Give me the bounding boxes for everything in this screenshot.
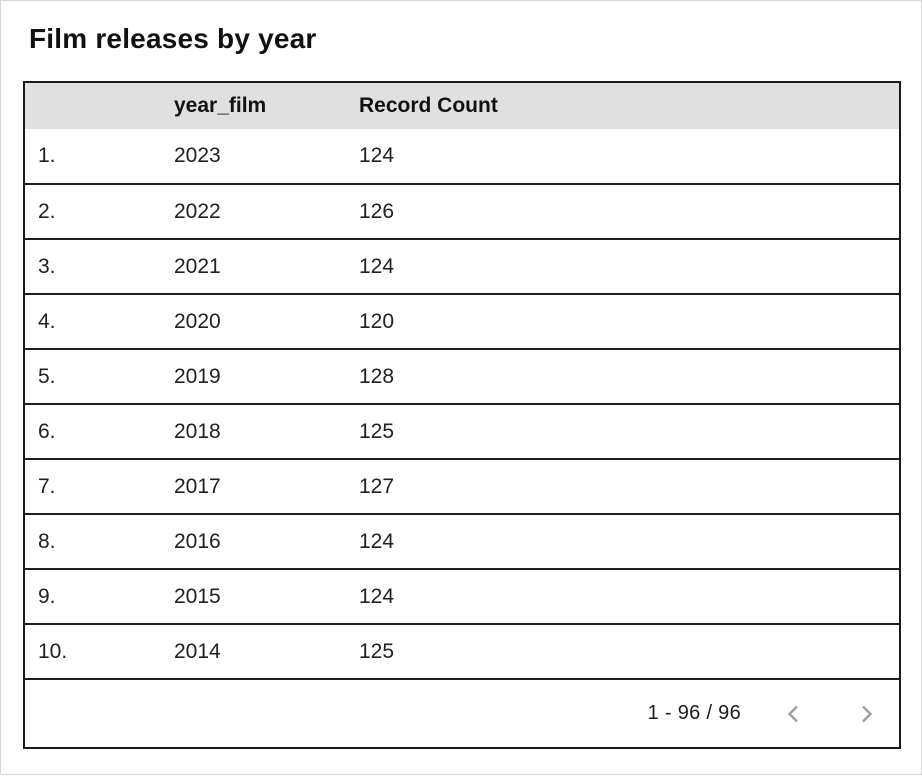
year-film-cell: 2015 [161,569,346,625]
table-row[interactable]: 6. 2018 125 [25,404,899,460]
year-film-cell: 2020 [161,294,346,350]
pagination-next-button[interactable] [853,701,879,727]
year-film-cell: 2017 [161,459,346,515]
column-header-year-film[interactable]: year_film [161,83,346,129]
row-index-cell: 1. [25,129,161,185]
data-table: year_film Record Count 1. 2023 124 2. 2022 12… [25,83,899,680]
row-index-cell: 2. [25,184,161,240]
year-film-cell: 2021 [161,239,346,295]
year-film-cell: 2019 [161,349,346,405]
table-row[interactable]: 4. 2020 120 [25,294,899,350]
pagination-bar: 1 - 96 / 96 [25,680,899,747]
table-header-row: year_film Record Count [25,83,899,129]
record-count-cell: 124 [346,239,899,295]
table-row[interactable]: 3. 2021 124 [25,239,899,295]
column-header-record-count[interactable]: Record Count [346,83,899,129]
row-index-cell: 9. [25,569,161,625]
row-index-cell: 7. [25,459,161,515]
row-index-cell: 3. [25,239,161,295]
row-index-cell: 8. [25,514,161,570]
table-row[interactable]: 1. 2023 124 [25,129,899,185]
table-row[interactable]: 2. 2022 126 [25,184,899,240]
record-count-cell: 128 [346,349,899,405]
table-row[interactable]: 10. 2014 125 [25,624,899,680]
chevron-left-icon [782,702,806,726]
pagination-prev-button[interactable] [781,701,807,727]
record-count-cell: 126 [346,184,899,240]
year-film-cell: 2014 [161,624,346,680]
table-row[interactable]: 8. 2016 124 [25,514,899,570]
year-film-cell: 2016 [161,514,346,570]
year-film-cell: 2023 [161,129,346,185]
record-count-cell: 120 [346,294,899,350]
page-title: Film releases by year [29,23,317,54]
row-index-cell: 6. [25,404,161,460]
year-film-cell: 2018 [161,404,346,460]
table-row[interactable]: 9. 2015 124 [25,569,899,625]
record-count-cell: 125 [346,404,899,460]
pagination-range-label: 1 - 96 / 96 [647,702,741,724]
year-film-cell: 2022 [161,184,346,240]
record-count-cell: 127 [346,459,899,515]
table-card: year_film Record Count 1. 2023 124 2. 2022 12… [23,81,901,749]
row-index-cell: 5. [25,349,161,405]
chevron-right-icon [854,702,878,726]
row-index-cell: 4. [25,294,161,350]
table-row[interactable]: 5. 2019 128 [25,349,899,405]
record-count-cell: 124 [346,129,899,185]
record-count-cell: 125 [346,624,899,680]
record-count-cell: 124 [346,569,899,625]
record-count-cell: 124 [346,514,899,570]
row-index-cell: 10. [25,624,161,680]
table-row[interactable]: 7. 2017 127 [25,459,899,515]
column-header-index[interactable] [25,83,161,129]
